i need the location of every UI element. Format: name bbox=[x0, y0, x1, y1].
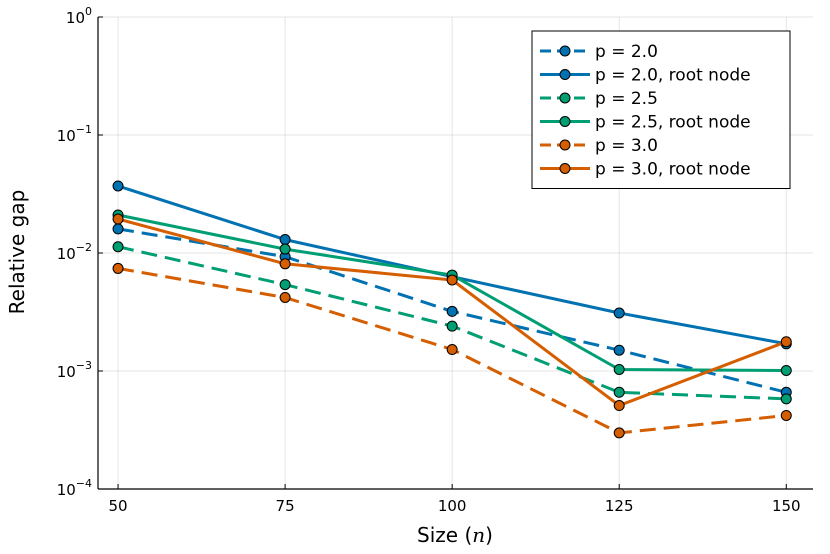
data-point bbox=[279, 234, 291, 246]
data-point bbox=[279, 243, 291, 255]
data-point bbox=[112, 241, 124, 253]
data-point bbox=[613, 386, 625, 398]
legend: p = 2.0 p = 2.0, root node p = 2.5 p = 2.5,… bbox=[531, 30, 791, 189]
legend-label: p = 2.0, root node bbox=[595, 66, 751, 86]
x-tick-label: 150 bbox=[772, 497, 801, 515]
data-point bbox=[112, 213, 124, 225]
data-point bbox=[613, 363, 625, 375]
data-point bbox=[780, 393, 792, 405]
series-group bbox=[112, 180, 792, 439]
data-point bbox=[279, 291, 291, 303]
data-point bbox=[613, 344, 625, 356]
data-point bbox=[446, 344, 458, 356]
data-point bbox=[112, 223, 124, 235]
axes bbox=[97, 16, 813, 490]
data-point bbox=[446, 320, 458, 332]
data-point bbox=[780, 364, 792, 376]
legend-label: p = 3.0, root node bbox=[595, 160, 751, 180]
y-tick-label: 10−1 bbox=[57, 123, 92, 145]
data-point bbox=[446, 305, 458, 317]
legend-marker bbox=[559, 92, 571, 104]
legend-marker bbox=[559, 45, 571, 57]
series-2 bbox=[112, 241, 792, 405]
data-point bbox=[112, 180, 124, 192]
legend-marker bbox=[559, 139, 571, 151]
data-point bbox=[780, 409, 792, 421]
data-point bbox=[279, 279, 291, 291]
legend-box bbox=[531, 30, 791, 189]
legend-label: p = 2.5 bbox=[595, 89, 658, 109]
tick-labels: 50 75 100 125 150 10−4 10−3 10−2 10−1 100 bbox=[57, 5, 801, 515]
x-tick-label: 100 bbox=[438, 497, 467, 515]
legend-marker bbox=[559, 116, 571, 127]
legend-marker bbox=[559, 163, 571, 174]
data-point bbox=[112, 262, 124, 274]
legend-label: p = 2.5, root node bbox=[595, 113, 751, 133]
data-point bbox=[279, 258, 291, 270]
series-4 bbox=[112, 262, 792, 439]
x-tick-label: 75 bbox=[276, 497, 295, 515]
data-point bbox=[613, 427, 625, 439]
data-point bbox=[613, 400, 625, 412]
y-tick-label: 10−2 bbox=[57, 241, 92, 263]
data-point bbox=[780, 336, 792, 348]
data-point bbox=[446, 274, 458, 286]
y-tick-label: 10−4 bbox=[57, 477, 92, 499]
data-point bbox=[613, 307, 625, 319]
axis-labels: Size (n) Relative gap bbox=[5, 190, 493, 547]
series-5 bbox=[112, 213, 792, 412]
legend-marker bbox=[559, 69, 571, 80]
x-tick-label: 50 bbox=[108, 497, 127, 515]
x-tick-label: 125 bbox=[605, 497, 634, 515]
y-tick-label: 10−3 bbox=[57, 359, 92, 381]
legend-label: p = 2.0 bbox=[595, 42, 658, 62]
y-tick-label: 100 bbox=[66, 5, 92, 27]
x-axis-label: Size (n) bbox=[417, 523, 493, 547]
y-axis-label: Relative gap bbox=[5, 190, 29, 315]
legend-label: p = 3.0 bbox=[595, 136, 658, 156]
